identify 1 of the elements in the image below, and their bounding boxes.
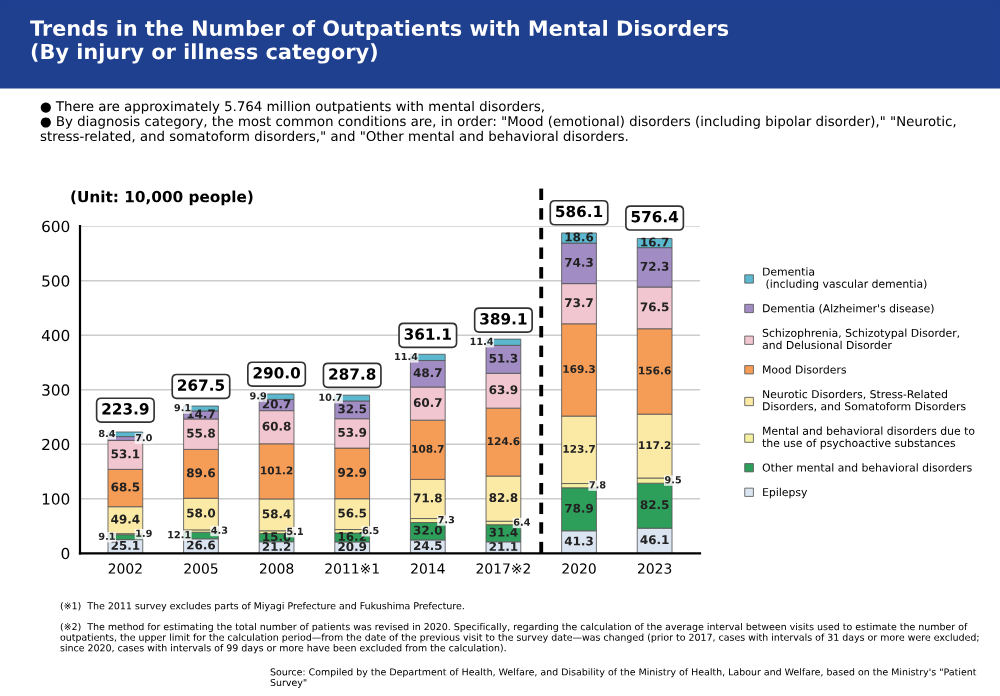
chart-title: Trends in the Number of Outpatients with Mental Disorders (By injury or illness category) (30, 19, 729, 64)
